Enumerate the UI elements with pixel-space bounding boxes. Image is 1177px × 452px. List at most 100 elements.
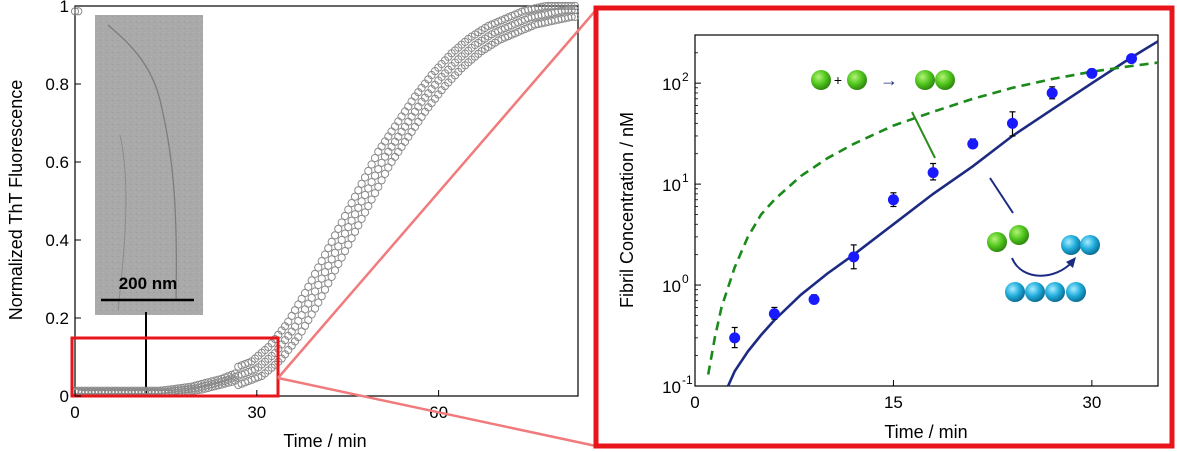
data-point [350, 192, 360, 201]
data-point [317, 257, 326, 266]
monomer-icon [811, 70, 831, 90]
data-point [354, 186, 363, 195]
left-panel: 200 nm 0306000.20.40.60.81 Time / min No… [6, 0, 580, 451]
data-point [400, 122, 410, 131]
y-tick-exponent: -1 [682, 373, 693, 387]
arrow-right-icon: → [880, 70, 898, 90]
data-point [337, 235, 346, 245]
data-point [380, 169, 390, 178]
data-point [808, 293, 820, 305]
curved-arrow-head [1066, 257, 1076, 268]
data-point [357, 214, 366, 223]
data-point [347, 216, 356, 225]
data-point [1046, 87, 1058, 99]
annotation-pointer [989, 177, 1014, 214]
right-plot-frame [694, 34, 1159, 387]
data-point [340, 247, 350, 256]
fibril-icon [1005, 282, 1025, 302]
fibril-icon [1045, 282, 1065, 302]
data-point [848, 251, 860, 263]
plus-sign: + [834, 72, 842, 88]
dimer-icon [915, 70, 935, 90]
primary-nucleation-annotation: + → [811, 70, 955, 159]
tem-image [95, 15, 203, 315]
data-point [417, 112, 426, 122]
data-point [354, 203, 363, 212]
data-point [347, 234, 356, 243]
y-tick-exponent: 0 [682, 272, 689, 286]
data-point [334, 259, 343, 269]
data-point [324, 244, 333, 253]
zoom-connectors [277, 9, 597, 448]
data-point [300, 288, 310, 298]
data-point [314, 263, 323, 272]
data-point [397, 112, 406, 121]
data-point [570, 5, 580, 14]
x-tick-label: 30 [1082, 393, 1101, 412]
data-point [410, 107, 420, 116]
data-point [320, 285, 330, 294]
secondary-nucleation-fit-curve [726, 40, 1159, 387]
data-point [340, 211, 350, 221]
data-point [357, 179, 366, 188]
data-point [327, 255, 336, 264]
tem-inset: 200 nm [95, 15, 203, 394]
curved-arrow-icon [1011, 257, 1073, 277]
data-point [397, 142, 406, 151]
data-point [404, 132, 413, 141]
data-point [370, 189, 380, 198]
data-point [70, 7, 80, 16]
data-point [768, 308, 780, 320]
data-point [400, 137, 410, 146]
fibril-strand [117, 134, 127, 311]
data-point [380, 152, 390, 161]
annotation-pointer [911, 111, 936, 159]
monomer-icon [847, 70, 867, 90]
zoom-box [70, 336, 280, 398]
data-point [307, 276, 316, 285]
data-point [374, 147, 383, 156]
y-tick-label: 10 [662, 75, 681, 94]
data-point [547, 1, 556, 11]
data-point [354, 221, 363, 230]
data-point [390, 137, 400, 146]
data-point [324, 279, 333, 288]
data-point [414, 117, 423, 127]
y-tick-exponent: 2 [682, 70, 689, 84]
data-point [387, 142, 396, 151]
secondary-nucleation-annotation [987, 177, 1100, 302]
zoom-connector-upper [277, 9, 597, 379]
x-tick-label: 30 [247, 403, 266, 422]
fibril-strand [107, 24, 178, 301]
data-point [377, 176, 386, 185]
data-point [410, 122, 420, 132]
right-data-points [729, 53, 1138, 349]
zoom-connector-lower [277, 376, 597, 448]
data-point [377, 142, 386, 151]
data-point [540, 2, 550, 11]
data-point [400, 107, 410, 116]
data-point [74, 7, 83, 16]
x-tick-label: 0 [70, 403, 79, 422]
data-point [364, 166, 373, 176]
data-point [1126, 53, 1138, 65]
data-point [380, 137, 390, 146]
left-axes: 0306000.20.40.60.81 [45, 0, 448, 422]
fibril-icon [1025, 282, 1045, 302]
data-point [407, 97, 416, 106]
data-point [320, 268, 330, 277]
data-point [364, 202, 373, 211]
data-point [360, 208, 370, 217]
data-point [330, 231, 340, 240]
data-point [350, 227, 360, 236]
data-point [397, 127, 406, 136]
data-point [570, 1, 580, 11]
data-point [544, 1, 553, 11]
data-point [394, 132, 403, 141]
nucleus-icon [1080, 235, 1100, 255]
data-point [364, 184, 373, 193]
y-tick-label: 0.6 [45, 153, 69, 172]
y-tick-exponent: 1 [682, 171, 689, 185]
data-point [367, 178, 376, 187]
y-tick-label: 10 [662, 277, 681, 296]
